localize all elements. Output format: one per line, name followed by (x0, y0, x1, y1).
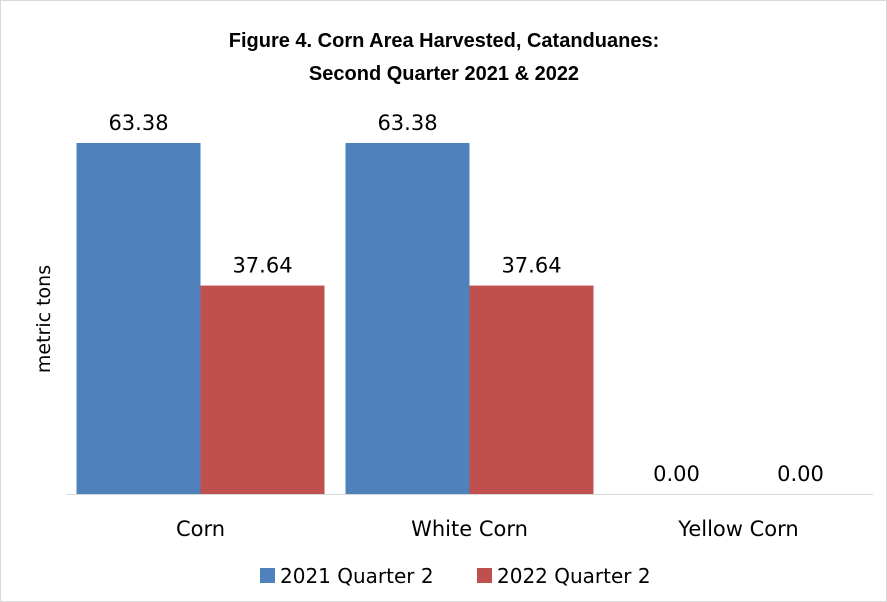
y-axis-label: metric tons (33, 265, 55, 373)
category-labels-group: Corn White Corn Yellow Corn (176, 517, 799, 541)
bar-white-corn-series-2 (469, 285, 594, 494)
data-label: 37.64 (232, 254, 292, 278)
chart-title-line1: Figure 4. Corn Area Harvested, Catanduan… (229, 30, 660, 52)
data-label: 63.38 (377, 111, 437, 135)
data-label: 63.38 (108, 111, 168, 135)
chart-title-line2: Second Quarter 2021 & 2022 (309, 63, 579, 85)
bar-corn-series-1 (76, 143, 201, 494)
x-tick-label: White Corn (411, 517, 528, 541)
bar-white-corn-series-1 (345, 143, 470, 494)
x-tick-label: Yellow Corn (677, 517, 798, 541)
legend-swatch (477, 568, 492, 583)
legend: 2021 Quarter 2 2022 Quarter 2 (260, 564, 651, 588)
data-labels-group: 63.38 37.64 63.38 37.64 0.00 0.00 (108, 111, 823, 486)
data-label: 37.64 (501, 254, 561, 278)
bar-corn-series-2 (200, 285, 325, 494)
legend-label: 2022 Quarter 2 (497, 564, 651, 588)
x-tick-label: Corn (176, 517, 225, 541)
bars-group (76, 143, 594, 494)
data-label: 0.00 (653, 462, 700, 486)
legend-swatch (260, 568, 275, 583)
data-label: 0.00 (777, 462, 824, 486)
legend-label: 2021 Quarter 2 (280, 564, 434, 588)
